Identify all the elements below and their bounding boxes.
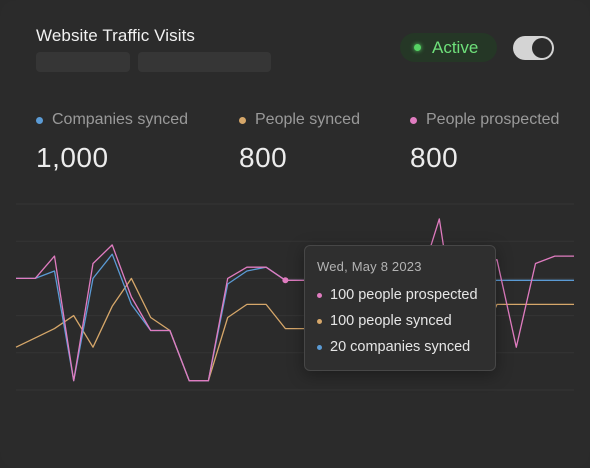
stat-label: Companies synced [52, 111, 189, 128]
legend-dot-icon [317, 318, 322, 324]
skeleton-placeholder-2 [138, 52, 271, 72]
toggle-knob [532, 38, 552, 58]
stat-label: People synced [255, 111, 360, 128]
card-title: Website Traffic Visits [36, 26, 196, 45]
legend-dot-icon [36, 116, 43, 124]
stat-value: 1,000 [36, 142, 109, 173]
stat-people-prospected: People prospected 800 [410, 110, 559, 174]
skeleton-placeholder-1 [36, 52, 130, 72]
tooltip-row: 100 people synced [317, 313, 495, 329]
legend-dot-icon [317, 292, 322, 298]
stat-label: People prospected [426, 111, 560, 128]
stat-value: 800 [239, 142, 288, 173]
tooltip-row: 100 people prospected [317, 287, 495, 303]
status-badge: Active [400, 33, 497, 62]
legend-dot-icon [239, 116, 246, 124]
legend-dot-icon [317, 344, 322, 350]
stat-value: 800 [410, 142, 459, 173]
tooltip-row: 20 companies synced [317, 339, 495, 355]
status-label: Active [432, 37, 479, 57]
legend-dot-icon [410, 116, 417, 124]
status-dot-icon [414, 44, 421, 51]
active-toggle[interactable] [513, 36, 554, 60]
tooltip-row-text: 100 people synced [330, 313, 452, 329]
hover-point[interactable] [282, 277, 289, 284]
tooltip-row-text: 20 companies synced [330, 339, 471, 355]
traffic-line-chart[interactable] [0, 190, 590, 400]
chart-tooltip: Wed, May 8 2023 100 people prospected 10… [304, 245, 496, 371]
stat-companies-synced: Companies synced 1,000 [36, 110, 188, 174]
stat-people-synced: People synced 800 [239, 110, 360, 174]
tooltip-row-text: 100 people prospected [330, 287, 478, 303]
tooltip-date: Wed, May 8 2023 [317, 259, 422, 274]
